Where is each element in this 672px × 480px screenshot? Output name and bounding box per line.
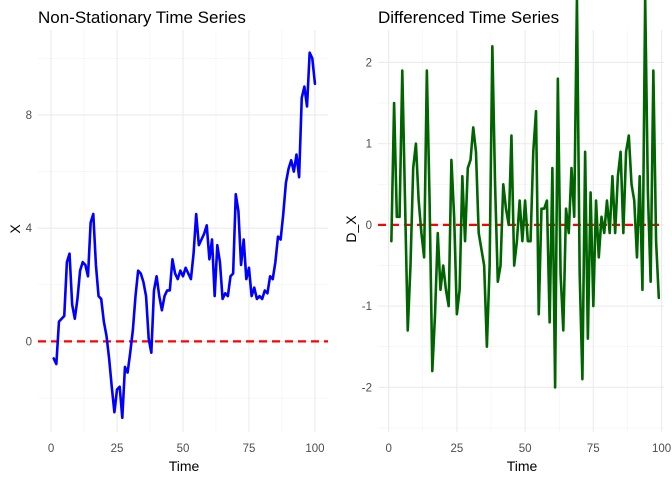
- y-tick-label: 0: [366, 220, 372, 232]
- grid-lines: [38, 30, 328, 432]
- x-tick-label: 0: [48, 443, 54, 455]
- y-tick-labels: -2 -1 0 1 2: [362, 57, 372, 394]
- x-tick-labels: 0 25 50 75 100: [385, 443, 671, 455]
- x-tick-label: 25: [111, 443, 124, 455]
- x-tick-label: 75: [243, 443, 256, 455]
- y-tick-label: -2: [362, 382, 372, 394]
- chart-title: Differenced Time Series: [378, 8, 559, 27]
- series-line: [390, 0, 661, 389]
- x-tick-label: 50: [177, 443, 190, 455]
- x-tick-label: 75: [587, 443, 600, 455]
- y-axis-label: X: [7, 224, 23, 234]
- x-tick-label: 50: [519, 443, 532, 455]
- y-tick-label: -1: [362, 301, 372, 313]
- series-polyline: [390, 0, 661, 389]
- chart-panel-non-stationary: Non-Stationary Time Series Time X 0 25 50 7…: [7, 8, 328, 474]
- chart-panel-differenced: Differenced Time Series Time D_X 0 25 50 75…: [343, 0, 671, 474]
- series-line: [52, 51, 317, 420]
- x-tick-label: 25: [450, 443, 463, 455]
- y-tick-labels: 0 4 8: [26, 110, 33, 348]
- series-polyline: [52, 51, 317, 420]
- x-axis-label: Time: [169, 458, 200, 474]
- y-tick-label: 2: [366, 57, 372, 69]
- x-tick-label: 100: [305, 443, 324, 455]
- y-tick-label: 4: [26, 223, 33, 235]
- y-axis-label: D_X: [343, 215, 359, 243]
- chart-title: Non-Stationary Time Series: [38, 8, 246, 27]
- x-tick-labels: 0 25 50 75 100: [48, 443, 325, 455]
- y-tick-label: 0: [26, 336, 32, 348]
- x-tick-label: 100: [652, 443, 671, 455]
- x-tick-label: 0: [385, 443, 391, 455]
- x-axis-label: Time: [507, 458, 538, 474]
- y-tick-label: 8: [26, 110, 32, 122]
- y-tick-label: 1: [366, 139, 372, 151]
